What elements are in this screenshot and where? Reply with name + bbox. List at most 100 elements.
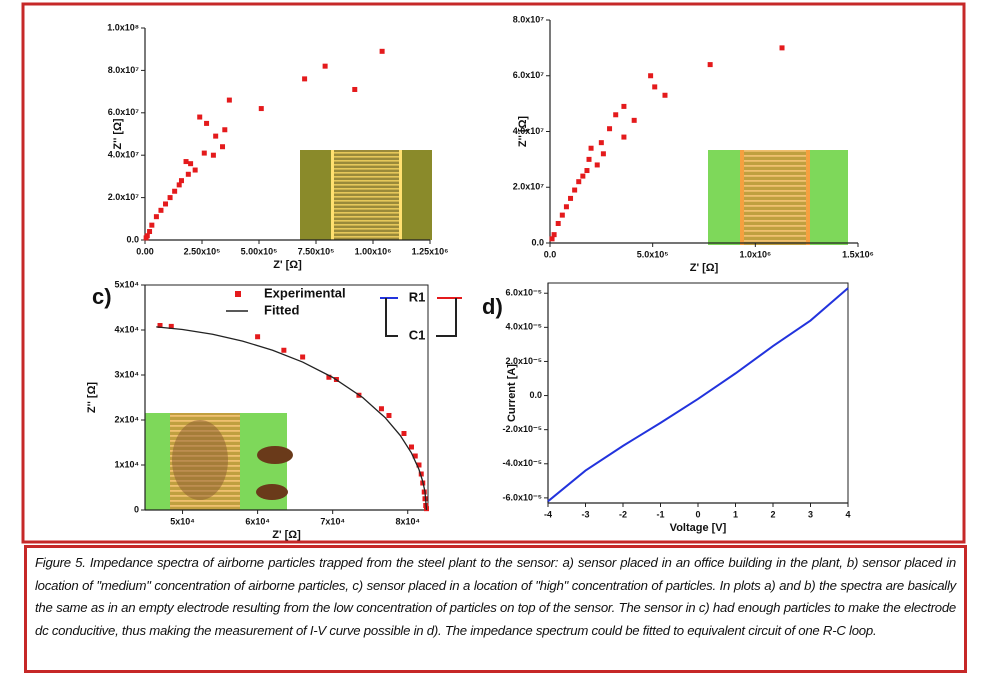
y-axis-label: Current [A]: [506, 364, 518, 422]
data-point: [586, 156, 592, 162]
x-tick-label: 2.50x10⁵: [184, 246, 221, 256]
data-point: [551, 232, 557, 238]
x-tick-label: -4: [544, 509, 552, 519]
data-point: [300, 354, 306, 360]
y-tick-label: 2.0x10⁷: [108, 192, 140, 202]
data-point: [416, 462, 422, 468]
data-point: [418, 471, 424, 477]
legend-label: Fitted: [264, 302, 299, 317]
data-point: [652, 84, 658, 90]
data-point: [401, 431, 407, 436]
inset-image-b: [708, 150, 848, 245]
data-point: [563, 204, 569, 210]
y-tick-label: 5x10⁴: [115, 279, 139, 289]
x-tick-label: 1: [733, 509, 738, 519]
data-point: [386, 413, 392, 418]
x-axis-label: Z' [Ω]: [272, 529, 301, 541]
y-axis-label: Z'' [Ω]: [86, 382, 98, 413]
y-tick-label: 2.0x10⁷: [513, 182, 545, 192]
data-point: [322, 63, 328, 69]
data-point: [302, 76, 308, 82]
data-point: [172, 188, 178, 194]
data-point: [621, 134, 627, 140]
y-axis-label: Z'' [Ω]: [112, 118, 124, 149]
x-tick-label: 7x10⁴: [320, 516, 344, 526]
x-axis-label: Voltage [V]: [670, 522, 727, 534]
data-point: [584, 168, 590, 174]
y-tick-label: 0: [134, 504, 139, 514]
x-axis-label: Z' [Ω]: [273, 259, 302, 271]
panel-label: d): [482, 294, 503, 319]
data-point: [185, 171, 191, 177]
x-tick-label: 0: [695, 509, 700, 519]
data-point: [255, 334, 261, 340]
x-tick-label: 1.0x10⁶: [739, 249, 771, 259]
data-point: [183, 159, 189, 165]
data-point: [281, 347, 287, 353]
x-axis-label: Z' [Ω]: [690, 262, 719, 274]
data-point: [157, 323, 163, 328]
data-point: [158, 207, 164, 213]
y-tick-label: 6.0x10⁻⁵: [505, 288, 542, 298]
data-line: [156, 326, 428, 511]
data-point: [549, 236, 555, 242]
data-point: [378, 406, 384, 412]
y-tick-label: 4.0x10⁻⁵: [505, 322, 542, 332]
data-point: [594, 162, 600, 168]
data-point: [352, 86, 358, 92]
x-tick-label: 5x10⁴: [170, 516, 194, 526]
data-point: [258, 106, 264, 112]
data-point: [163, 201, 169, 207]
x-tick-label: 1.25x10⁶: [412, 246, 449, 256]
y-tick-label: -6.0x10⁻⁵: [502, 492, 542, 502]
data-point: [576, 179, 582, 185]
data-point: [176, 182, 182, 188]
data-point: [648, 73, 654, 79]
y-tick-label: 8.0x10⁷: [513, 14, 545, 24]
x-tick-label: -1: [656, 509, 664, 519]
data-point: [326, 374, 332, 380]
caption: Figure 5. Impedance spectra of airborne …: [24, 545, 967, 673]
data-point: [213, 133, 219, 139]
data-point: [572, 187, 578, 193]
x-tick-label: 1.00x10⁶: [355, 246, 392, 256]
y-tick-label: 0.0: [531, 237, 544, 247]
y-tick-label: 2.0x10⁻⁵: [505, 356, 542, 366]
x-tick-label: 8x10⁴: [395, 516, 419, 526]
y-tick-label: 8.0x10⁷: [108, 65, 140, 75]
x-tick-label: 0.00: [136, 246, 154, 256]
data-point: [188, 161, 194, 167]
data-point: [220, 144, 226, 150]
x-tick-label: 0.0: [544, 249, 557, 259]
data-point: [555, 220, 561, 226]
data-point: [167, 195, 173, 201]
data-point: [600, 151, 606, 157]
data-point: [178, 178, 184, 184]
y-tick-label: 4.0x10⁷: [513, 126, 545, 136]
data-point: [421, 489, 427, 495]
data-point: [149, 222, 155, 228]
data-line: [547, 287, 849, 503]
y-tick-label: -4.0x10⁻⁵: [502, 458, 542, 468]
data-point: [568, 195, 574, 201]
y-tick-label: 4x10⁴: [115, 324, 139, 334]
data-point: [210, 152, 216, 158]
data-point: [588, 145, 594, 151]
data-point: [408, 444, 414, 450]
y-tick-label: 1x10⁴: [115, 459, 139, 469]
x-tick-label: 7.50x10⁵: [298, 246, 335, 256]
circuit-diagram: [380, 297, 462, 337]
legend-swatch: [235, 291, 241, 297]
x-tick-label: 3: [808, 509, 813, 519]
circuit-label: R1: [409, 289, 426, 304]
data-point: [607, 126, 613, 132]
data-point: [707, 62, 713, 68]
data-point: [192, 167, 198, 173]
figure-panels: 0.00 2.50x10⁵ 5.00x10⁵ 7.50x10⁵ 1.00x10⁶ 1.25…: [21, 2, 966, 544]
circuit-label: C1: [409, 327, 426, 342]
y-tick-label: 1.0x10⁸: [107, 22, 139, 32]
data-point: [662, 92, 668, 98]
data-point: [222, 127, 228, 133]
y-tick-label: 3x10⁴: [115, 369, 139, 379]
